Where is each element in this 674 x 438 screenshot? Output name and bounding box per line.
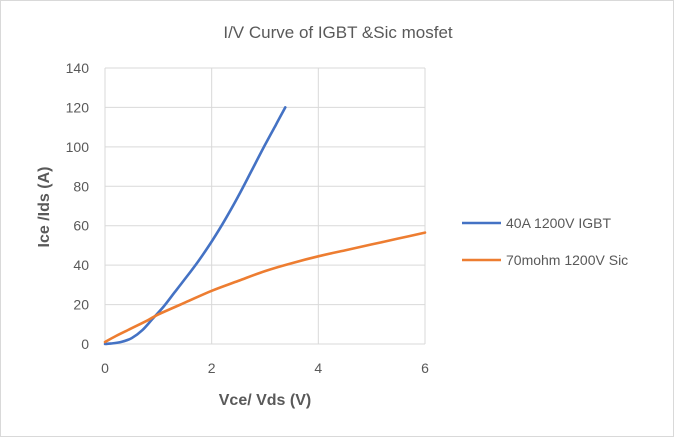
legend: 40A 1200V IGBT 70mohm 1200V Sic <box>462 215 628 268</box>
y-tick-label: 80 <box>73 178 89 194</box>
legend-label-2: 70mohm 1200V Sic <box>506 252 628 268</box>
y-tick-label: 60 <box>73 218 89 234</box>
legend-label-1: 40A 1200V IGBT <box>506 215 612 231</box>
y-tick-label: 100 <box>66 139 90 155</box>
series-line-2 <box>103 231 427 344</box>
y-tick-label: 20 <box>73 297 89 313</box>
x-tick-label: 4 <box>314 360 322 376</box>
y-tick-label: 140 <box>66 60 90 76</box>
x-tick-label: 6 <box>421 360 429 376</box>
y-tick-label: 0 <box>81 336 89 352</box>
series-line-1 <box>103 106 287 346</box>
series-layer <box>103 106 427 346</box>
y-tick-label: 40 <box>73 257 89 273</box>
x-axis-title: Vce/ Vds (V) <box>219 392 311 409</box>
x-tick-label: 2 <box>208 360 216 376</box>
tick-layer: 0 20 40 60 80 100 120 140 0 2 4 6 <box>66 60 429 376</box>
y-axis-title: Ice /Ids (A) <box>36 167 53 248</box>
x-tick-label: 0 <box>101 360 109 376</box>
y-tick-label: 120 <box>66 99 90 115</box>
chart-title: I/V Curve of IGBT &Sic mosfet <box>223 23 453 42</box>
grid-layer <box>104 67 426 345</box>
